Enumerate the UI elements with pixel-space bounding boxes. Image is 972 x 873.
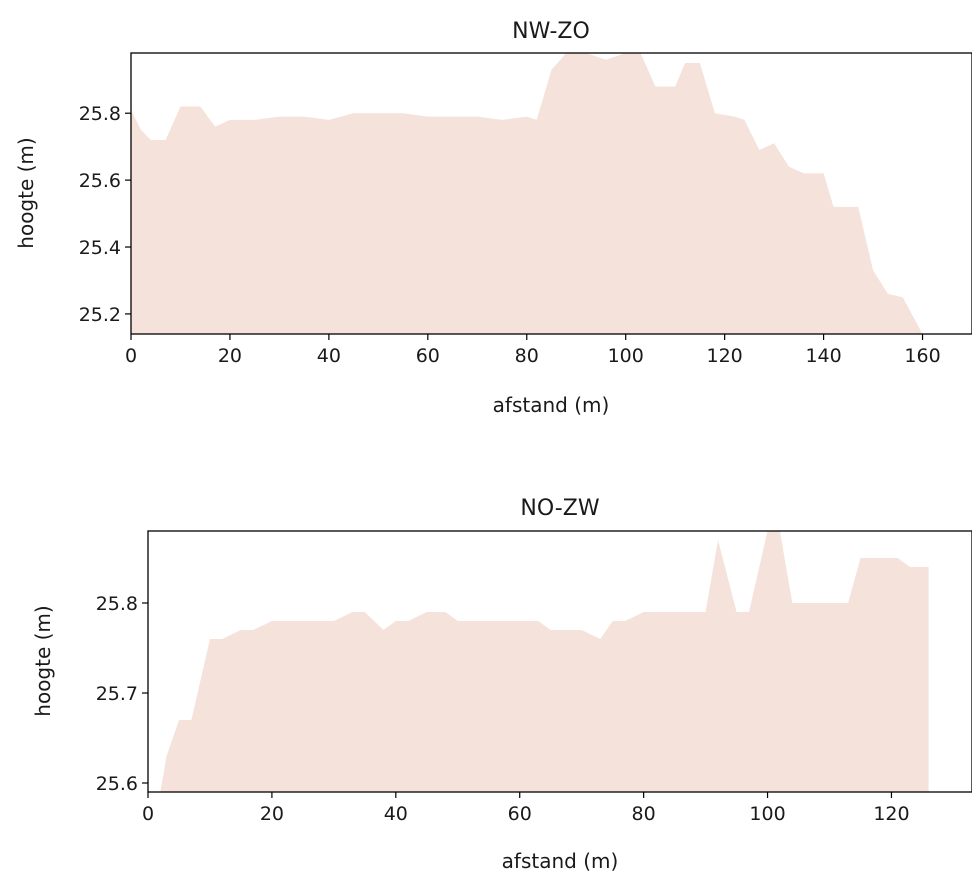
x-tick-label: 60 [508,803,532,825]
elevation-area [160,531,929,792]
x-tick-label: 100 [608,345,644,367]
y-tick-label: 25.6 [79,170,121,192]
chart-title: NW-ZO [512,19,590,44]
x-tick-label: 160 [904,345,940,367]
x-tick-label: 120 [707,345,743,367]
y-axis-label: hoogte (m) [31,605,55,716]
x-tick-label: 40 [384,803,408,825]
x-axis-ticks: 0 20 40 60 80 100 120 [142,792,910,825]
elevation-area [131,53,948,334]
y-tick-label: 25.2 [79,304,121,326]
x-tick-label: 140 [805,345,841,367]
y-tick-label: 25.7 [96,683,138,705]
y-axis-ticks: 25.6 25.7 25.8 [96,593,148,795]
x-tick-label: 0 [125,345,137,367]
plot-frame [130,52,972,335]
y-axis-ticks: 25.2 25.4 25.6 25.8 [79,103,131,326]
plot-frame [147,530,972,793]
x-tick-label: 60 [416,345,440,367]
y-tick-label: 25.4 [79,237,121,259]
chart-title: NO-ZW [520,496,599,521]
y-tick-label: 25.8 [96,593,138,615]
x-axis-label: afstand (m) [502,849,619,873]
y-tick-label: 25.6 [96,773,138,795]
x-tick-label: 40 [317,345,341,367]
x-tick-label: 120 [873,803,909,825]
x-tick-label: 0 [142,803,154,825]
x-axis-ticks: 0 20 40 60 80 100 120 140 160 [125,334,941,367]
x-tick-label: 100 [749,803,785,825]
y-axis-label: hoogte (m) [14,137,38,248]
x-tick-label: 20 [260,803,284,825]
panel-nw-zo: NW-ZO 0 20 40 60 80 100 120 140 160 25.2 25.4 25.6… [14,19,972,417]
x-tick-label: 20 [218,345,242,367]
x-tick-label: 80 [515,345,539,367]
x-axis-label: afstand (m) [493,393,610,417]
panel-no-zw: NO-ZW 0 20 40 60 80 100 120 25.6 25.7 25.8 afsta… [31,496,972,873]
x-tick-label: 80 [632,803,656,825]
y-tick-label: 25.8 [79,103,121,125]
